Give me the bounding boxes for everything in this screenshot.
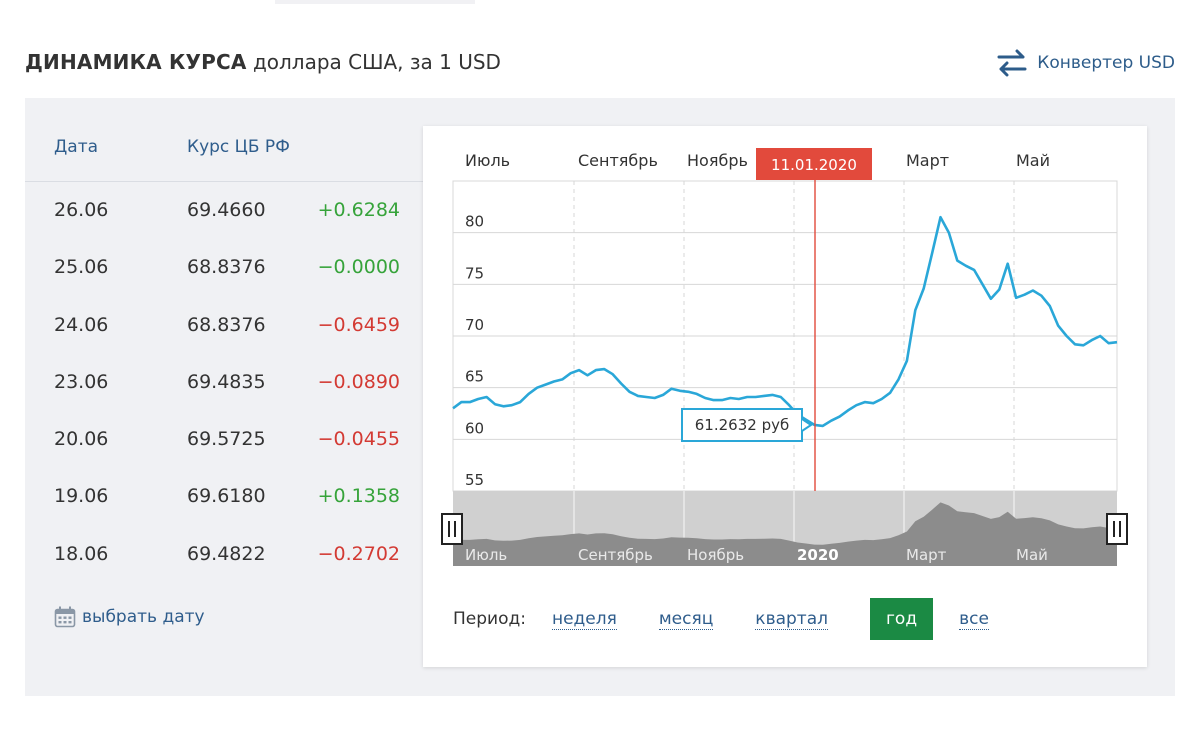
- chart-card: 55 60 65 70 75 80 Июль Сентябрь Ноябрь Март Май 11.…: [423, 126, 1147, 667]
- table-row: 20.06 69.5725 −0.0455: [25, 411, 423, 468]
- row-date: 24.06: [54, 313, 109, 336]
- y-tick-label: 75: [465, 264, 484, 282]
- month-label: Март: [906, 151, 949, 170]
- rate-panel: Дата Курс ЦБ РФ 26.06 69.4660 +0.6284 25.06…: [25, 98, 1175, 696]
- navigator-label: 2020: [797, 546, 839, 564]
- rate-table: 26.06 69.4660 +0.6284 25.06 68.8376 −0.0000 24…: [25, 182, 423, 583]
- date-marker-badge: [756, 148, 872, 180]
- period-3-button[interactable]: год: [869, 598, 934, 640]
- table-row: 25.06 68.8376 −0.0000: [25, 239, 423, 296]
- row-rate: 69.6180: [187, 485, 266, 508]
- navigator-label: Май: [1016, 546, 1048, 564]
- month-label: Сентябрь: [578, 151, 658, 170]
- row-rate: 69.4835: [187, 370, 266, 393]
- month-label: Май: [1016, 151, 1050, 170]
- y-tick-label: 55: [465, 471, 484, 489]
- calendar-icon: [54, 606, 76, 628]
- month-label: Июль: [465, 151, 510, 170]
- row-rate: 69.4822: [187, 542, 266, 565]
- row-delta: +0.6284: [317, 199, 400, 221]
- table-row: 24.06 68.8376 −0.6459: [25, 297, 423, 354]
- converter-link[interactable]: Конвертер USD: [995, 47, 1175, 79]
- row-date: 25.06: [54, 256, 109, 279]
- row-delta: +0.1358: [317, 485, 400, 508]
- column-date: Дата: [54, 137, 99, 157]
- row-delta: −0.2702: [317, 542, 400, 565]
- row-delta: −0.0890: [317, 370, 400, 393]
- page-title: ДИНАМИКА КУРСА доллара США, за 1 USD: [25, 50, 501, 74]
- table-row: 26.06 69.4660 +0.6284: [25, 182, 423, 239]
- y-tick-label: 70: [465, 316, 484, 334]
- navigator-label: Март: [906, 546, 947, 564]
- row-rate: 69.4660: [187, 199, 266, 221]
- swap-arrows-icon: [997, 49, 1027, 77]
- navigator-area: [453, 502, 1117, 566]
- navigator-left-handle[interactable]: [441, 513, 463, 545]
- table-row: 19.06 69.6180 +0.1358: [25, 468, 423, 525]
- table-row: 18.06 69.4822 −0.2702: [25, 526, 423, 583]
- row-date: 18.06: [54, 542, 109, 565]
- tooltip-pointer: [801, 418, 813, 432]
- period-selector: Период: неделя месяц квартал год все: [453, 597, 1031, 641]
- table-row: 23.06 69.4835 −0.0890: [25, 354, 423, 411]
- navigator-label: Сентябрь: [578, 546, 653, 564]
- converter-label[interactable]: Конвертер USD: [1037, 53, 1175, 73]
- period-0-button[interactable]: неделя: [551, 608, 617, 630]
- period-4-button[interactable]: все: [959, 608, 989, 630]
- tooltip-box: [681, 408, 803, 442]
- row-delta: −0.0000: [317, 256, 400, 279]
- row-rate: 69.5725: [187, 428, 266, 451]
- date-marker-label: 11.01.2020: [771, 156, 857, 174]
- period-label: Период:: [453, 609, 526, 629]
- navigator-label: Ноябрь: [687, 546, 744, 564]
- row-delta: −0.6459: [317, 313, 400, 336]
- period-1-button[interactable]: месяц: [658, 608, 714, 630]
- navigator-label: Июль: [465, 546, 507, 564]
- rate-chart: 55 60 65 70 75 80 Июль Сентябрь Ноябрь Март Май 11.…: [441, 148, 1128, 566]
- y-tick-label: 80: [465, 213, 484, 231]
- navigator-right-handle[interactable]: [1106, 513, 1128, 545]
- pick-date-label[interactable]: выбрать дату: [82, 607, 205, 627]
- y-tick-label: 60: [465, 419, 484, 437]
- month-label: Ноябрь: [687, 151, 748, 170]
- table-header: Дата Курс ЦБ РФ: [25, 98, 423, 182]
- row-date: 19.06: [54, 485, 109, 508]
- row-date: 23.06: [54, 370, 109, 393]
- row-rate: 68.8376: [187, 256, 266, 279]
- page-title-rest: доллара США, за 1 USD: [252, 50, 501, 74]
- pick-date-link[interactable]: выбрать дату: [54, 606, 205, 628]
- period-2-button[interactable]: квартал: [755, 608, 828, 630]
- y-tick-label: 65: [465, 368, 484, 386]
- row-date: 20.06: [54, 428, 109, 451]
- column-rate: Курс ЦБ РФ: [187, 137, 290, 157]
- series-line: [452, 215, 1118, 428]
- tooltip-value: 61.2632 руб: [695, 416, 789, 434]
- row-rate: 68.8376: [187, 313, 266, 336]
- row-delta: −0.0455: [317, 428, 400, 451]
- row-date: 26.06: [54, 199, 109, 221]
- page-title-bold: ДИНАМИКА КУРСА: [25, 50, 247, 74]
- top-strip: [275, 0, 475, 4]
